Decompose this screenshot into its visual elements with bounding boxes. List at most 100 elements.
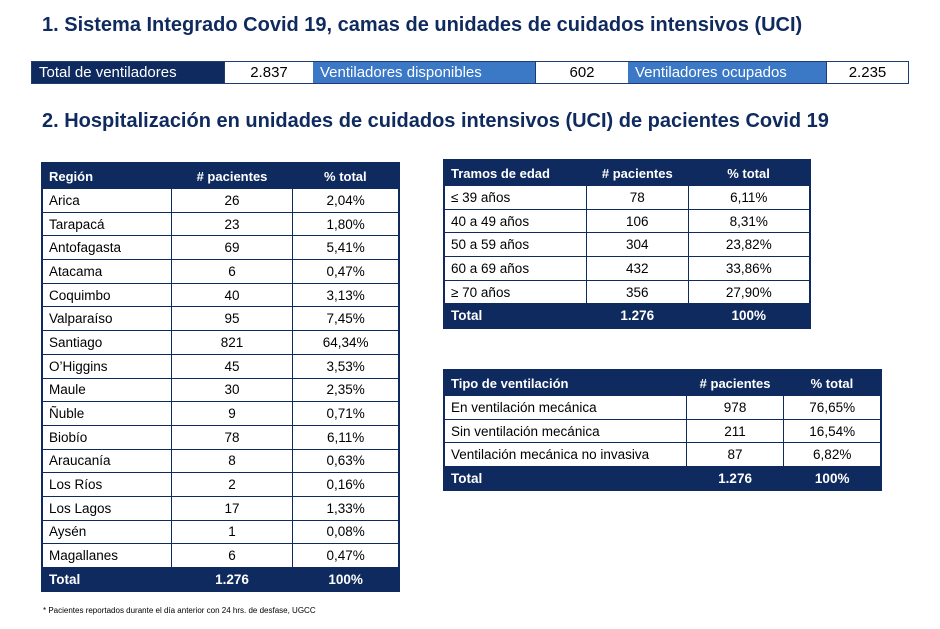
table-cell: Tarapacá bbox=[41, 211, 172, 237]
total-ventilators-label: Total de ventiladores bbox=[32, 62, 224, 83]
column-header: Región bbox=[42, 163, 172, 189]
table-cell: 3,53% bbox=[292, 353, 400, 379]
table-cell: 6,11% bbox=[687, 185, 811, 210]
column-header: Tipo de ventilación bbox=[444, 370, 687, 396]
table-row: Aysén 1 0,08% bbox=[41, 519, 400, 545]
table-row: Antofagasta 69 5,41% bbox=[41, 235, 400, 261]
table-header-row: Región # pacientes% total bbox=[42, 163, 399, 189]
table-cell: 23 bbox=[170, 211, 294, 237]
table-cell: 3,13% bbox=[292, 282, 400, 308]
table-row: ≥ 70 años 356 27,90% bbox=[443, 279, 811, 305]
table-row: Santiago 821 64,34% bbox=[41, 330, 400, 355]
table-cell: 6,11% bbox=[292, 424, 400, 450]
age-table: Tramos de edad # pacientes% total ≤ 39 añ… bbox=[443, 159, 811, 329]
table-cell: 26 bbox=[170, 188, 294, 213]
ventilator-summary: Total de ventiladores 2.837 Ventiladores… bbox=[31, 61, 909, 84]
total-cell: Total bbox=[41, 567, 172, 592]
table-cell: 2 bbox=[170, 472, 294, 497]
table-cell: Aysén bbox=[41, 519, 172, 545]
column-header: % total bbox=[292, 163, 399, 189]
table-cell: 0,47% bbox=[292, 543, 400, 568]
table-row: Los Lagos 17 1,33% bbox=[41, 495, 400, 521]
total-cell: 1.276 bbox=[585, 303, 689, 329]
table-row: Tarapacá 23 1,80% bbox=[41, 211, 400, 237]
column-header: # pacientes bbox=[171, 163, 293, 189]
ventilation-table: Tipo de ventilación # pacientes% total En… bbox=[443, 369, 882, 492]
available-ventilators-label: Ventiladores disponibles bbox=[313, 62, 535, 83]
table-cell: 69 bbox=[170, 235, 294, 261]
column-header: % total bbox=[783, 370, 881, 396]
table-cell: Valparaíso bbox=[41, 306, 172, 332]
table-cell: 6 bbox=[170, 259, 294, 284]
table-cell: Coquimbo bbox=[41, 282, 172, 308]
table-cell: 0,08% bbox=[292, 519, 400, 545]
table-cell: Santiago bbox=[41, 330, 172, 355]
table-cell: 50 a 59 años bbox=[443, 232, 587, 258]
table-row: Ñuble 9 0,71% bbox=[41, 401, 400, 426]
table-cell: Magallanes bbox=[41, 543, 172, 568]
table-cell: 2,04% bbox=[292, 188, 400, 213]
table-row: 50 a 59 años 304 23,82% bbox=[443, 232, 811, 258]
available-ventilators-value: 602 bbox=[535, 62, 628, 83]
table-cell: Biobío bbox=[41, 424, 172, 450]
table-row: Valparaíso 95 7,45% bbox=[41, 306, 400, 332]
table-header-row: Tramos de edad # pacientes% total bbox=[444, 160, 810, 186]
total-row: Total 1.276 100% bbox=[443, 466, 882, 491]
table-row: ≤ 39 años 78 6,11% bbox=[443, 185, 811, 210]
table-cell: Arica bbox=[41, 188, 172, 213]
table-row: Coquimbo 40 3,13% bbox=[41, 282, 400, 308]
column-header: # pacientes bbox=[686, 370, 784, 396]
table-cell: 33,86% bbox=[687, 256, 811, 281]
table-cell: 9 bbox=[170, 401, 294, 426]
table-cell: 23,82% bbox=[687, 232, 811, 258]
table-cell: Los Lagos bbox=[41, 495, 172, 521]
table-cell: 304 bbox=[585, 232, 689, 258]
occupied-ventilators-value: 2.235 bbox=[826, 62, 908, 83]
table-cell: 432 bbox=[585, 256, 689, 281]
table-cell: O’Higgins bbox=[41, 353, 172, 379]
table-cell: 211 bbox=[685, 418, 785, 444]
table-cell: 5,41% bbox=[292, 235, 400, 261]
table-row: Biobío 78 6,11% bbox=[41, 424, 400, 450]
column-header: % total bbox=[688, 160, 810, 186]
table-cell: Araucanía bbox=[41, 448, 172, 474]
total-cell: Total bbox=[443, 303, 587, 329]
table-cell: 78 bbox=[585, 185, 689, 210]
table-cell: En ventilación mecánica bbox=[443, 395, 687, 420]
table-row: 40 a 49 años 106 8,31% bbox=[443, 208, 811, 234]
total-cell: 1.276 bbox=[685, 466, 785, 491]
table-cell: 40 a 49 años bbox=[443, 208, 587, 234]
table-cell: Antofagasta bbox=[41, 235, 172, 261]
table-cell: Los Ríos bbox=[41, 472, 172, 497]
table-cell: 64,34% bbox=[292, 330, 400, 355]
column-header: Tramos de edad bbox=[444, 160, 587, 186]
table-cell: 0,16% bbox=[292, 472, 400, 497]
table-cell: 0,63% bbox=[292, 448, 400, 474]
table-cell: 6,82% bbox=[783, 442, 882, 468]
table-cell: 0,47% bbox=[292, 259, 400, 284]
section1-title: 1. Sistema Integrado Covid 19, camas de … bbox=[42, 14, 803, 36]
total-cell: 100% bbox=[292, 567, 400, 592]
table-cell: 27,90% bbox=[687, 279, 811, 305]
table-cell: 7,45% bbox=[292, 306, 400, 332]
table-row: En ventilación mecánica 978 76,65% bbox=[443, 395, 882, 420]
table-cell: 60 a 69 años bbox=[443, 256, 587, 281]
table-row: Ventilación mecánica no invasiva 87 6,82% bbox=[443, 442, 882, 468]
table-cell: 2,35% bbox=[292, 377, 400, 403]
table-cell: 95 bbox=[170, 306, 294, 332]
table-cell: ≤ 39 años bbox=[443, 185, 587, 210]
table-cell: ≥ 70 años bbox=[443, 279, 587, 305]
table-row: Araucanía 8 0,63% bbox=[41, 448, 400, 474]
region-table: Región # pacientes% total Arica 26 2,04% Tar… bbox=[41, 162, 400, 593]
table-cell: 106 bbox=[585, 208, 689, 234]
table-cell: 45 bbox=[170, 353, 294, 379]
column-header: # pacientes bbox=[586, 160, 689, 186]
table-cell: 356 bbox=[585, 279, 689, 305]
total-cell: Total bbox=[443, 466, 687, 491]
table-cell: 8 bbox=[170, 448, 294, 474]
table-row: O’Higgins 45 3,53% bbox=[41, 353, 400, 379]
table-row: 60 a 69 años 432 33,86% bbox=[443, 256, 811, 281]
total-row: Total 1.276 100% bbox=[41, 567, 400, 592]
total-row: Total 1.276 100% bbox=[443, 303, 811, 329]
table-cell: Atacama bbox=[41, 259, 172, 284]
